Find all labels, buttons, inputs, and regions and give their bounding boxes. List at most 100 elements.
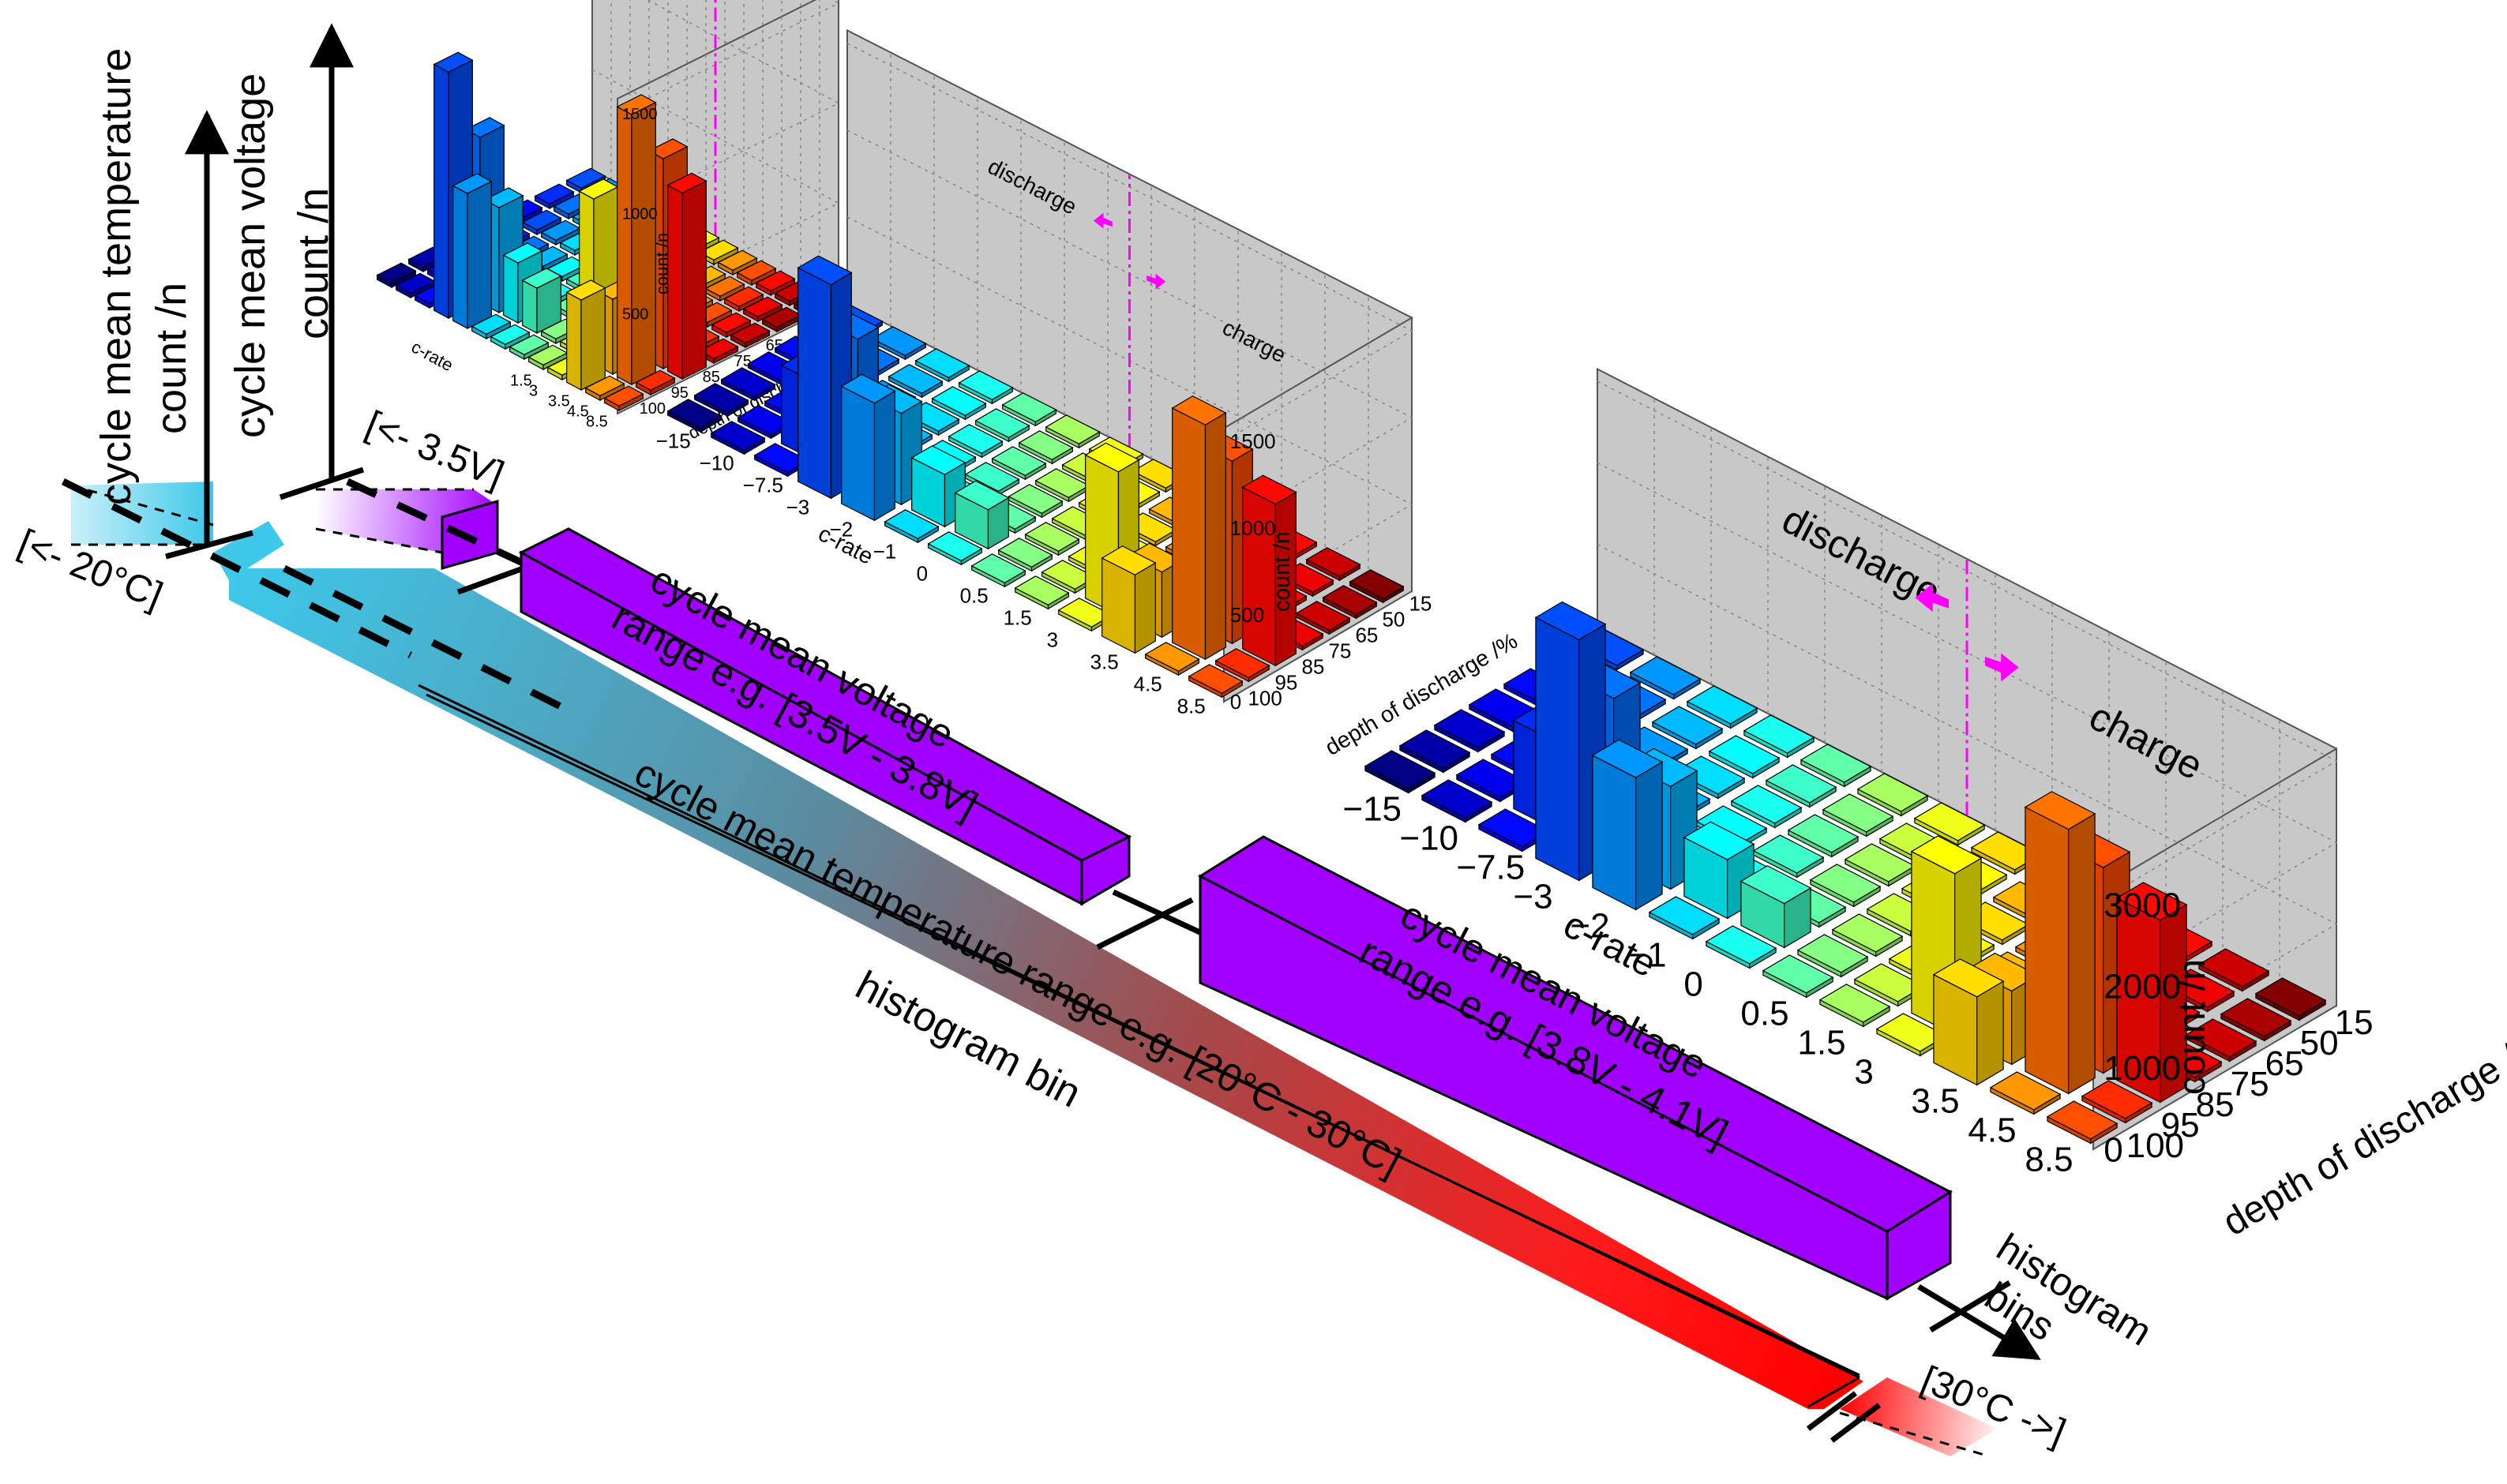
histogram-bar	[1008, 484, 1064, 519]
x-tick-label: 8.5	[586, 414, 608, 431]
bar-top	[1144, 642, 1200, 672]
x-tick-label: 8.5	[2025, 1141, 2073, 1179]
bar-top	[840, 373, 896, 404]
bar-top	[1421, 779, 1493, 819]
voltage-band-2	[1197, 835, 2041, 1443]
histogram-bar	[1740, 865, 1812, 949]
histogram-bar	[871, 326, 927, 361]
histogram-bar	[603, 385, 644, 412]
z-tick-label: 1000	[622, 206, 658, 223]
bar-top	[888, 364, 944, 394]
bar-top	[1214, 648, 1270, 678]
bar-top	[1765, 764, 1837, 804]
histogram-bar	[1913, 802, 1986, 846]
charge-arrow	[1147, 273, 1166, 290]
x-tick-label: 0	[1683, 965, 1702, 1004]
bar-top	[565, 279, 606, 301]
histogram-bar	[1214, 648, 1270, 683]
x-tick-label: 3.5	[1090, 650, 1119, 673]
bar-top	[1322, 585, 1378, 615]
y-tick-label: 50	[1382, 608, 1405, 631]
bar-top	[433, 51, 474, 73]
histogram-bar	[1818, 984, 1891, 1028]
histogram-bar	[888, 364, 944, 399]
bar-top	[534, 183, 575, 205]
histogram-bar	[997, 538, 1053, 572]
bar-top	[997, 538, 1053, 568]
bar-top	[698, 338, 739, 360]
histogram-bar	[2115, 882, 2188, 1104]
discharge-arrow	[1915, 583, 1950, 613]
histogram-bar	[1800, 744, 1872, 788]
bar-side	[2068, 812, 2096, 1095]
wall-grid	[617, 0, 840, 114]
histogram-bar	[1018, 430, 1074, 465]
bar-top	[1809, 864, 1882, 903]
histogram-bar	[1295, 601, 1351, 635]
bar-top	[954, 480, 1010, 511]
y-tick-label: 75	[2231, 1065, 2269, 1104]
histogram-bar	[884, 509, 940, 544]
bar-top	[2024, 791, 2096, 830]
bar-front	[433, 63, 449, 320]
x-tick-label: 0.5	[1740, 995, 1788, 1033]
x-tick-label: −3	[786, 495, 810, 519]
bar-top	[736, 260, 777, 282]
bar-top	[616, 94, 657, 115]
x-tick-label: −2	[1570, 907, 1609, 946]
x-tick-label: 3.5	[1911, 1082, 1959, 1121]
x-axis-title: c-rate	[1557, 903, 1664, 986]
bar-top	[502, 242, 543, 264]
bar-top	[1651, 706, 1724, 745]
count-axis-label: count /n	[290, 188, 337, 339]
bar-top	[666, 399, 722, 429]
histogram-bar	[704, 275, 745, 302]
histogram-bar	[1001, 392, 1057, 427]
x-tick-label: 1.5	[1797, 1024, 1845, 1062]
x-tick-label: 4.5	[1968, 1111, 2016, 1150]
z-tick-label: 1500	[622, 106, 658, 123]
y-tick-label: 85	[1301, 655, 1324, 679]
bar-top	[1629, 656, 1702, 695]
temperature-bar-end	[1807, 1376, 1860, 1408]
histogram-bar	[1686, 685, 1758, 729]
bar-top	[1856, 773, 1929, 812]
temperature-band	[70, 482, 1998, 1458]
bar-top	[1188, 664, 1244, 694]
bar-top	[2115, 882, 2188, 921]
temperature-bar-edge	[426, 693, 1860, 1377]
bar-top	[666, 172, 707, 194]
bar-top	[1001, 392, 1057, 422]
bar-front	[798, 267, 832, 500]
bar-top	[797, 255, 853, 286]
bar-top	[991, 446, 1047, 476]
histogram-bar	[1305, 547, 1361, 582]
z-axis-title: count /n	[2171, 959, 2213, 1095]
z-axis-title: count /n	[652, 233, 672, 294]
histogram-bar	[452, 173, 493, 330]
wall-grid	[1597, 380, 2338, 905]
x-tick-label: 1.5	[510, 373, 532, 390]
bar-side	[1635, 761, 1663, 911]
bar-top	[1591, 739, 1664, 778]
bar-top	[1989, 1071, 2062, 1111]
histogram-bar	[1705, 925, 1777, 969]
y-tick-label: 15	[1409, 592, 1432, 616]
y-tick-label: 85	[2196, 1085, 2235, 1124]
bar-top	[884, 509, 940, 539]
bar-top	[1705, 925, 1777, 965]
histogram-bar	[1708, 735, 1781, 779]
histogram-bar	[927, 531, 983, 566]
hot-bin-block	[1840, 1377, 1998, 1456]
bar-top	[2197, 948, 2270, 987]
x-tick-label: −1	[873, 539, 897, 563]
histogram-bar	[840, 373, 896, 522]
x-tick-label: 1.5	[1004, 605, 1032, 629]
z-axis-title: count /n	[1270, 531, 1295, 612]
bar-top	[693, 383, 749, 413]
temp-tick-1	[165, 530, 253, 560]
histogram-bar	[1188, 664, 1244, 699]
x-tick-label: 3	[529, 383, 538, 400]
voltage-axis-dashed	[346, 478, 570, 588]
